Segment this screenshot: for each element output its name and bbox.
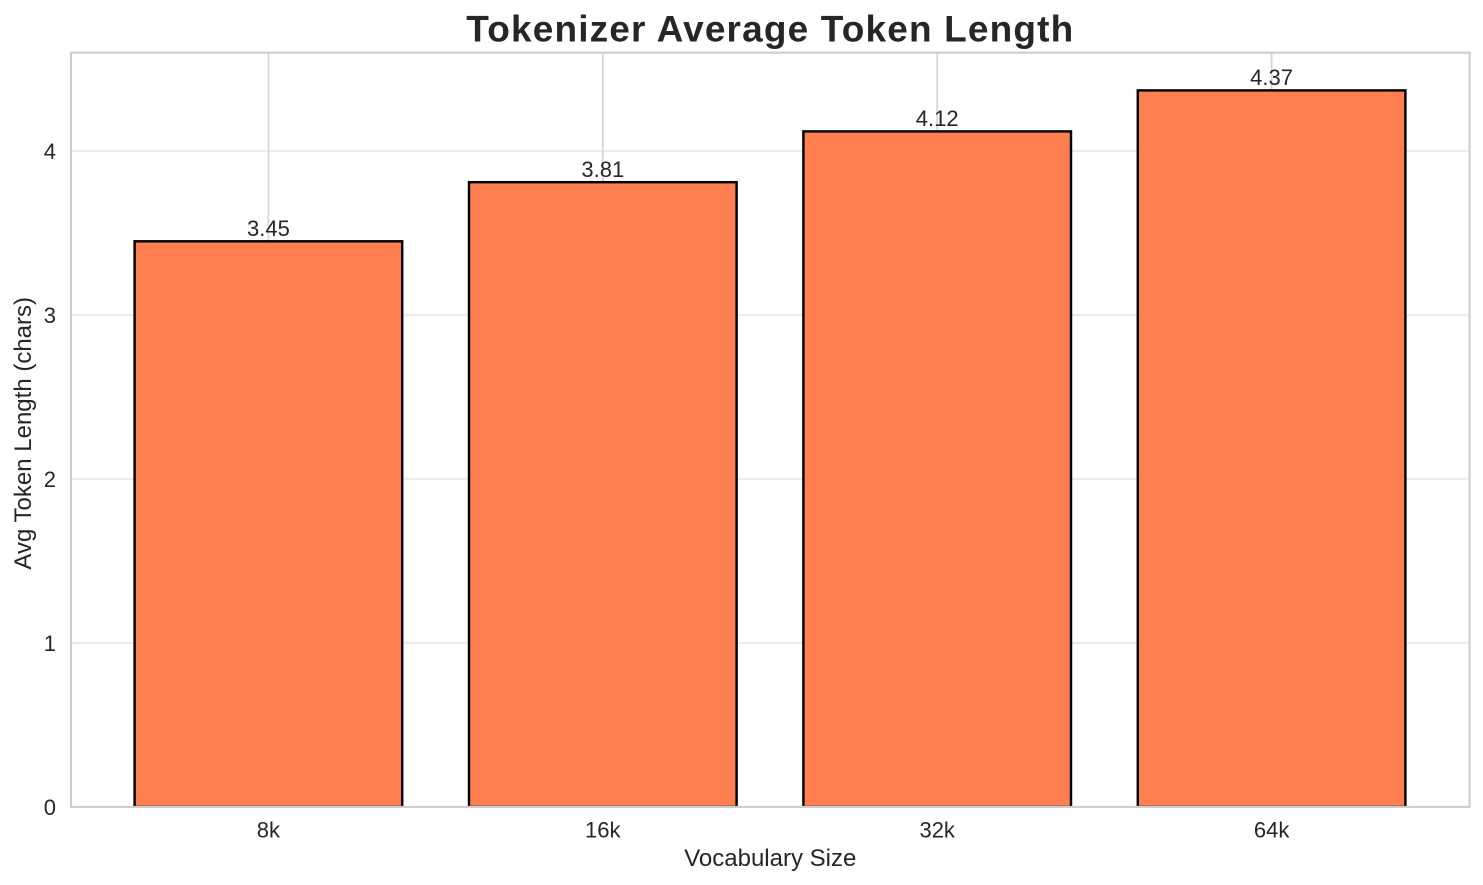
- svg-text:32k: 32k: [919, 818, 955, 843]
- svg-text:1: 1: [44, 631, 56, 656]
- svg-text:Tokenizer Average Token Length: Tokenizer Average Token Length: [466, 8, 1074, 49]
- svg-text:16k: 16k: [585, 818, 621, 843]
- svg-text:3: 3: [44, 303, 56, 328]
- svg-text:4.12: 4.12: [916, 106, 959, 131]
- svg-text:3.81: 3.81: [581, 157, 624, 182]
- svg-text:4: 4: [44, 139, 56, 164]
- svg-text:2: 2: [44, 467, 56, 492]
- svg-text:64k: 64k: [1254, 818, 1290, 843]
- svg-text:Vocabulary Size: Vocabulary Size: [684, 845, 856, 872]
- svg-text:4.37: 4.37: [1250, 65, 1293, 90]
- svg-text:3.45: 3.45: [247, 216, 290, 241]
- svg-text:Avg Token Length (chars): Avg Token Length (chars): [10, 297, 37, 570]
- svg-text:8k: 8k: [257, 818, 281, 843]
- svg-text:0: 0: [44, 795, 56, 820]
